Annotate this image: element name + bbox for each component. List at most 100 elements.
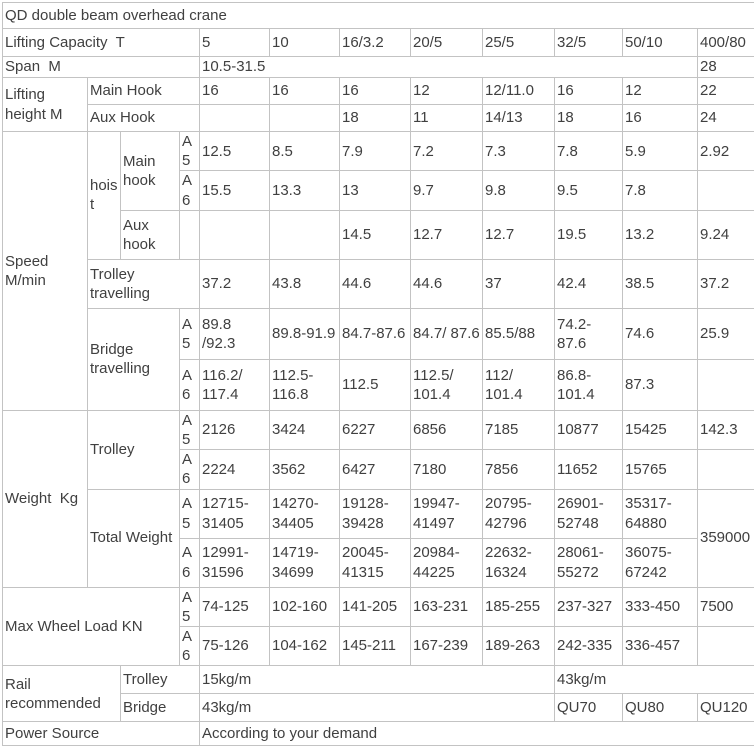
value-cell: 7500 xyxy=(698,587,754,626)
value-cell: 37.2 xyxy=(698,259,754,308)
value-cell: According to your demand xyxy=(200,722,754,746)
value-cell: 19128- 39428 xyxy=(340,489,411,538)
grade-label-a6: A6 xyxy=(180,359,200,410)
value-cell: 13 xyxy=(340,171,411,210)
value-cell: 11652 xyxy=(555,450,623,489)
value-cell: 6227 xyxy=(340,410,411,449)
value-cell: 20795- 42796 xyxy=(483,489,555,538)
value-cell: 12.5 xyxy=(200,132,270,171)
value-cell: 400/80 xyxy=(698,29,754,57)
value-cell xyxy=(698,359,754,410)
value-cell: QU120 xyxy=(698,694,754,722)
value-cell: 12/11.0 xyxy=(483,78,555,105)
value-cell: 5 xyxy=(200,29,270,57)
value-cell xyxy=(698,626,754,665)
value-cell: 9.8 xyxy=(483,171,555,210)
row-label-trolley-travelling: Trolley travelling xyxy=(88,259,200,308)
value-cell: 7.8 xyxy=(555,132,623,171)
value-cell: 28 xyxy=(698,57,754,78)
value-cell: 14/13 xyxy=(483,105,555,132)
value-cell: 237-327 xyxy=(555,587,623,626)
table-title: QD double beam overhead crane xyxy=(3,3,754,29)
grade-label-a6: A6 xyxy=(180,538,200,587)
value-cell: 7.3 xyxy=(483,132,555,171)
value-cell xyxy=(698,171,754,210)
value-cell: 44.6 xyxy=(411,259,483,308)
row-label-max-wheel-load: Max Wheel Load KN xyxy=(3,587,180,666)
value-cell: 112.5 xyxy=(340,359,411,410)
row-label-hoist: hoist xyxy=(88,132,121,260)
row-label-lifting-capacity: Lifting Capacity T xyxy=(3,29,200,57)
value-cell: 13.2 xyxy=(623,210,698,259)
value-cell xyxy=(200,210,270,259)
value-cell: 18 xyxy=(340,105,411,132)
value-cell: 43kg/m xyxy=(200,694,555,722)
table-row: Bridge travelling A5 89.8 /92.3 89.8-91.… xyxy=(3,308,754,359)
value-cell: 11 xyxy=(411,105,483,132)
row-label-speed: Speed M/min xyxy=(3,132,88,411)
value-cell: 16 xyxy=(555,78,623,105)
table-row: Lifting height M Main Hook 16 16 16 12 1… xyxy=(3,78,754,105)
value-cell: 20984- 44225 xyxy=(411,538,483,587)
value-cell: 3424 xyxy=(270,410,340,449)
value-cell: 12 xyxy=(623,78,698,105)
grade-label-a6: A6 xyxy=(180,171,200,210)
value-cell: 333-450 xyxy=(623,587,698,626)
value-cell: 32/5 xyxy=(555,29,623,57)
value-cell: 26901- 52748 xyxy=(555,489,623,538)
value-cell: 15765 xyxy=(623,450,698,489)
table-row: Weight Kg Trolley A5 2126 3424 6227 6856… xyxy=(3,410,754,449)
table-row: Rail recommended Trolley 15kg/m 43kg/m xyxy=(3,666,754,694)
value-cell xyxy=(698,450,754,489)
value-cell: 7.2 xyxy=(411,132,483,171)
value-cell: 112/ 101.4 xyxy=(483,359,555,410)
value-cell: 37 xyxy=(483,259,555,308)
value-cell: 12991- 31596 xyxy=(200,538,270,587)
value-cell: 22 xyxy=(698,78,754,105)
value-cell: 2.92 xyxy=(698,132,754,171)
value-cell: 28061- 55272 xyxy=(555,538,623,587)
row-label-power-source: Power Source xyxy=(3,722,200,746)
value-cell: 9.5 xyxy=(555,171,623,210)
value-cell: 75-126 xyxy=(200,626,270,665)
row-label-total-weight: Total Weight xyxy=(88,489,180,587)
value-cell: 20/5 xyxy=(411,29,483,57)
value-cell: 35317- 64880 xyxy=(623,489,698,538)
value-cell: 22632- 16324 xyxy=(483,538,555,587)
value-cell: 86.8- 101.4 xyxy=(555,359,623,410)
crane-spec-page: QD double beam overhead crane Lifting Ca… xyxy=(0,0,754,652)
row-label-rail-trolley: Trolley xyxy=(121,666,200,694)
value-cell: 16 xyxy=(200,78,270,105)
row-label-weight-trolley: Trolley xyxy=(88,410,180,489)
row-label-span: Span M xyxy=(3,57,200,78)
value-cell: 359000 xyxy=(698,489,754,587)
value-cell: 102-160 xyxy=(270,587,340,626)
value-cell: 37.2 xyxy=(200,259,270,308)
value-cell: 24 xyxy=(698,105,754,132)
value-cell: 7185 xyxy=(483,410,555,449)
value-cell: 16 xyxy=(623,105,698,132)
table-row: Trolley travelling 37.2 43.8 44.6 44.6 3… xyxy=(3,259,754,308)
table-row: Span M 10.5-31.5 28 xyxy=(3,57,754,78)
table-row: Lifting Capacity T 5 10 16/3.2 20/5 25/5… xyxy=(3,29,754,57)
value-cell: 185-255 xyxy=(483,587,555,626)
grade-label-a5: A5 xyxy=(180,410,200,449)
value-cell: 19.5 xyxy=(555,210,623,259)
value-cell xyxy=(270,105,340,132)
value-cell: 16 xyxy=(340,78,411,105)
value-cell: 20045- 41315 xyxy=(340,538,411,587)
value-cell: 74.6 xyxy=(623,308,698,359)
value-cell: 74.2-87.6 xyxy=(555,308,623,359)
value-cell: 6856 xyxy=(411,410,483,449)
value-cell: 336-457 xyxy=(623,626,698,665)
value-cell: 15kg/m xyxy=(200,666,555,694)
table-row: Total Weight A5 12715- 31405 14270- 3440… xyxy=(3,489,754,538)
row-label-aux-hook: Aux Hook xyxy=(88,105,200,132)
value-cell: 12715- 31405 xyxy=(200,489,270,538)
row-label-lifting-height: Lifting height M xyxy=(3,78,88,132)
value-cell: 85.5/88 xyxy=(483,308,555,359)
value-cell: 89.8 /92.3 xyxy=(200,308,270,359)
value-cell: 7856 xyxy=(483,450,555,489)
row-label-bridge-travelling: Bridge travelling xyxy=(88,308,180,410)
value-cell: 10 xyxy=(270,29,340,57)
